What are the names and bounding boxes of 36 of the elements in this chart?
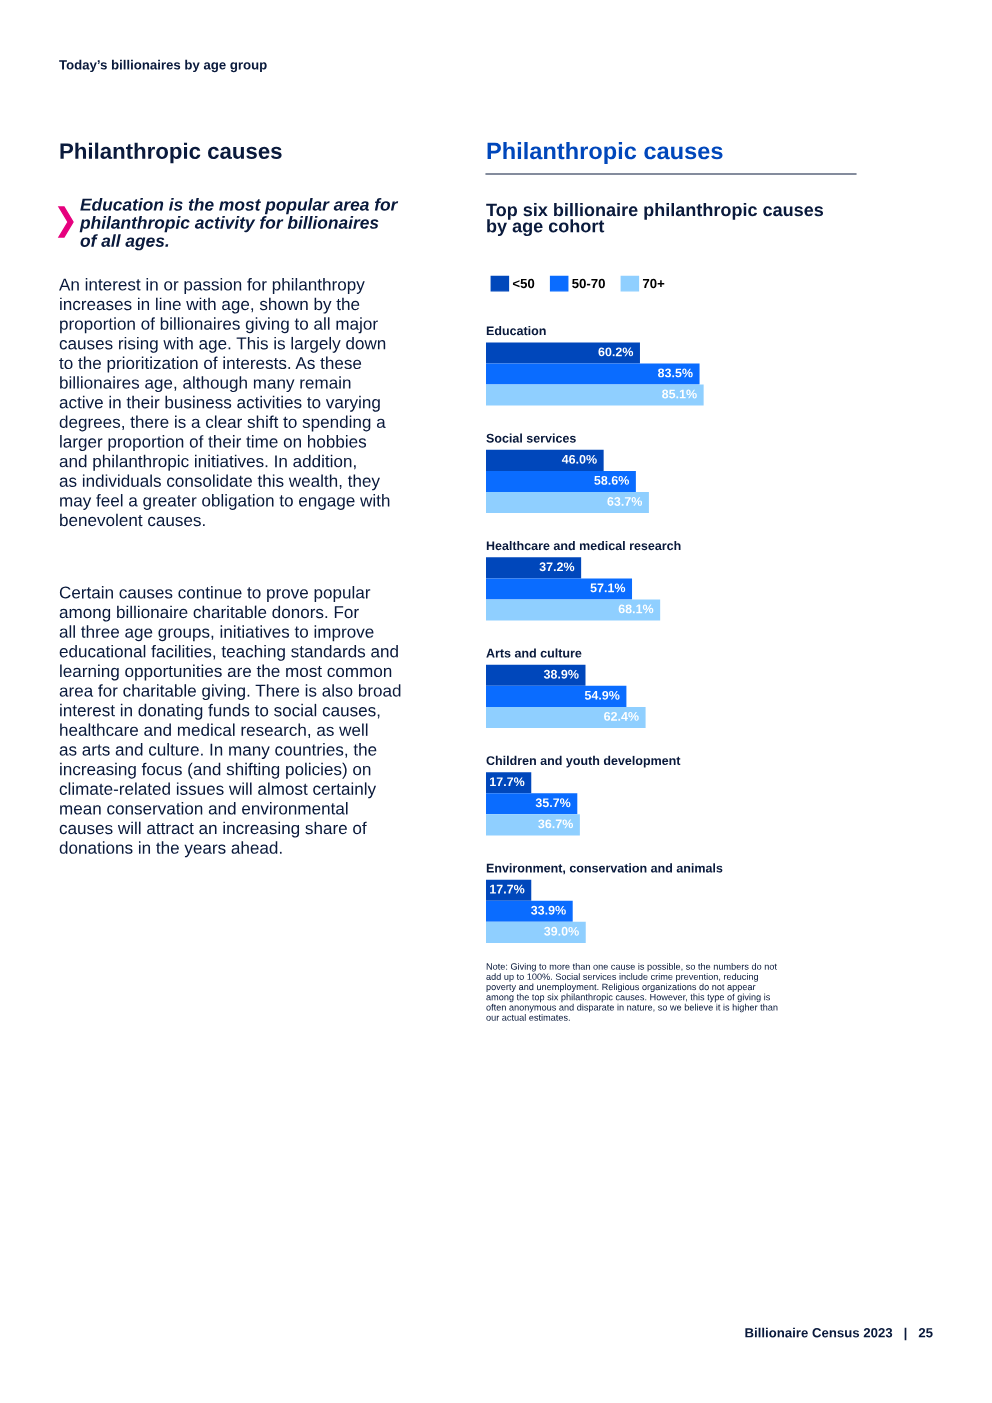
y-tick-label: Arts and culture: [486, 648, 582, 658]
data-label: 63.7%: [607, 497, 643, 506]
data-label: 54.9%: [584, 690, 620, 700]
legend-label: 70+: [642, 278, 665, 289]
data-label: 62.4%: [604, 711, 639, 721]
annotation: Note: Giving to more than one cause is possible, so the numbers do not add up to 100%. Social services include crime prevention, reducing poverty and unemployment. Religious organizations do not appear among the top six philanthropic causes. However, this type of giving is often anonymous and disparate in nature, so we believe it is higher than our actual estimates.: [486, 963, 778, 1021]
text: An interest in or passion for philanthropy increases in line with age, shown by the proportion of billionaires giving to all major causes rising with age. This is largely down to the prioritization of interests. As these billionaires age, although many remain active in their business activities to varying degrees, there is a clear shift to spending a larger proportion of their time on hobbies and philanthropic initiatives. In addition, as individuals consolidate this wealth, they may feel a greater obligation to engage with benevolent causes.: [59, 278, 390, 527]
data-label: 39.0%: [544, 926, 579, 936]
data-label: 83.5%: [657, 368, 693, 378]
data-label: 85.1%: [662, 389, 697, 399]
data-label: 60.2%: [598, 347, 634, 357]
y-tick-label: Education: [486, 326, 546, 336]
text: Today’s billionaires by age group: [59, 59, 267, 73]
chart-subtitle: Top six billionaire philanthropic causes by age cohort: [486, 203, 824, 237]
legend-label: <50: [512, 278, 535, 289]
y-tick-label: Children and youth development: [486, 755, 681, 768]
y-tick-label: Healthcare and medical research: [486, 540, 681, 551]
data-label: 36.7%: [538, 819, 573, 829]
data-label: 35.7%: [535, 798, 571, 808]
text: Billionaire Census 2023 | 25: [745, 1327, 933, 1341]
data-label: 46.0%: [561, 454, 597, 464]
data-label: 17.7%: [490, 777, 525, 787]
data-label: 68.1%: [618, 604, 654, 614]
data-label: 58.6%: [594, 475, 630, 485]
chart-title: Philanthropic causes: [487, 142, 723, 165]
y-tick-label: Social services: [486, 433, 576, 443]
text: Philanthropic causes: [60, 142, 282, 164]
data-label: 37.2%: [539, 562, 575, 572]
text: Education is the most popular area for philanthropic activity for billionaires of all ages.: [79, 198, 399, 251]
data-label: 57.1%: [590, 583, 626, 593]
data-label: 33.9%: [531, 905, 566, 915]
text: Certain causes continue to prove popular among billionaire charitable donors. For all three age groups, initiatives to improve educational facilities, teaching standards and learning opportunities are the most common area for charitable giving. There is also broad interest in donating funds to social causes, healthcare and medical research, as well as arts and culture. In many countries, the increasing focus (and shifting policies) on climate-related issues will almost certainly mean conservation and environmental causes will attract an increasing share of donations in the years ahead.: [59, 586, 401, 858]
y-tick-label: Environment, conservation and animals: [486, 863, 723, 875]
legend-label: 50-70: [572, 278, 605, 289]
data-label: 38.9%: [543, 669, 579, 679]
data-label: 17.7%: [490, 884, 525, 894]
